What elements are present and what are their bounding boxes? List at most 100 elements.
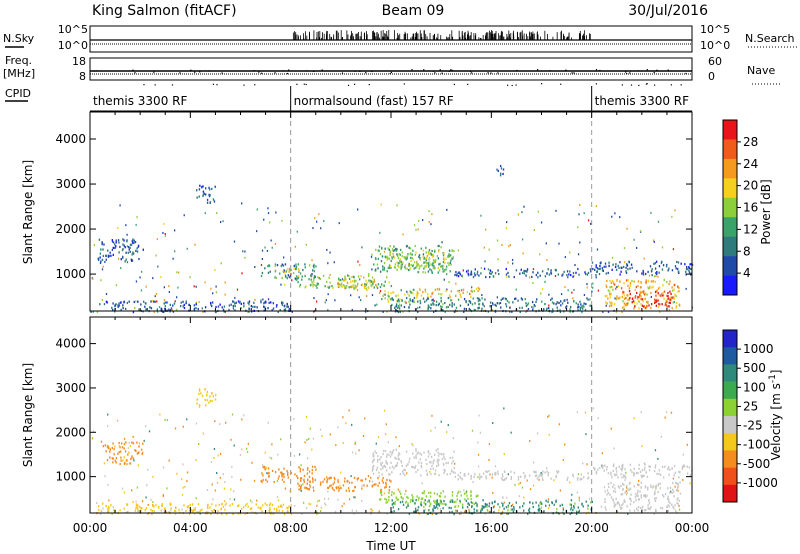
data-cell	[473, 290, 476, 293]
data-cell	[413, 456, 415, 459]
data-cell	[386, 453, 388, 456]
data-cell	[510, 470, 512, 473]
data-cell	[413, 296, 416, 300]
data-cell	[635, 499, 637, 502]
data-cell	[263, 302, 265, 305]
data-cell	[675, 294, 677, 298]
data-cell	[498, 506, 501, 509]
data-speckle	[152, 475, 154, 478]
data-speckle	[315, 300, 318, 303]
data-cell	[333, 481, 336, 484]
data-speckle	[523, 496, 525, 499]
data-cell	[427, 451, 430, 454]
data-cell	[312, 264, 315, 268]
data-cell	[668, 267, 670, 270]
data-cell	[658, 265, 661, 268]
data-cell	[576, 511, 578, 514]
data-speckle	[254, 298, 256, 301]
data-cell	[442, 256, 445, 259]
data-cell	[615, 263, 617, 266]
data-cell	[638, 296, 640, 299]
data-speckle	[128, 441, 130, 444]
data-cell	[400, 266, 402, 269]
data-cell	[112, 461, 114, 464]
data-cell	[639, 470, 642, 473]
data-speckle	[471, 286, 473, 289]
data-cell	[524, 474, 526, 477]
data-cell	[642, 269, 644, 272]
data-cell	[212, 395, 215, 398]
velocity-colorbar-label: Velocity [m s-1]	[768, 370, 783, 461]
data-cell	[164, 301, 167, 304]
data-speckle	[378, 436, 380, 439]
data-speckle	[194, 243, 196, 246]
data-cell	[311, 472, 313, 475]
data-cell	[489, 510, 491, 514]
data-cell	[643, 290, 645, 293]
data-cell	[439, 265, 442, 268]
data-cell	[375, 451, 378, 455]
data-cell	[133, 239, 135, 242]
data-cell	[507, 505, 509, 509]
data-cell	[657, 491, 659, 494]
data-speckle	[338, 279, 340, 282]
data-cell	[417, 271, 419, 274]
data-cell	[350, 280, 352, 283]
data-speckle	[351, 423, 353, 426]
data-cell	[390, 480, 392, 483]
data-speckle	[375, 442, 377, 445]
data-cell	[527, 302, 530, 305]
data-cell	[420, 264, 423, 267]
data-cell	[604, 498, 606, 501]
data-cell	[523, 272, 525, 275]
data-speckle	[312, 437, 315, 440]
data-speckle	[112, 506, 114, 509]
data-cell	[544, 302, 546, 306]
data-cell	[669, 298, 671, 301]
data-cell	[599, 267, 601, 270]
data-cell	[436, 503, 438, 506]
data-cell	[387, 294, 389, 297]
data-cell	[625, 263, 628, 266]
data-cell	[452, 471, 455, 474]
data-speckle	[194, 512, 196, 515]
data-speckle	[175, 506, 177, 509]
data-speckle	[374, 304, 376, 307]
data-cell	[640, 291, 642, 294]
data-cell	[348, 481, 351, 484]
data-cell	[435, 500, 437, 503]
cpid-dot	[680, 84, 682, 86]
data-speckle	[677, 489, 679, 492]
data-cell	[639, 290, 641, 293]
data-cell	[407, 496, 409, 500]
data-cell	[101, 243, 103, 246]
data-cell	[659, 303, 661, 306]
data-cell	[286, 469, 288, 473]
data-cell	[163, 507, 166, 510]
data-cell	[319, 483, 322, 486]
data-speckle	[260, 263, 263, 266]
data-cell	[558, 512, 560, 515]
data-cell	[489, 272, 491, 275]
data-cell	[307, 488, 309, 491]
data-speckle	[518, 495, 520, 498]
data-cell	[464, 498, 466, 501]
data-cell	[390, 284, 393, 288]
data-speckle	[156, 310, 159, 313]
data-cell	[378, 471, 380, 474]
data-cell	[290, 471, 293, 475]
data-cell	[326, 280, 328, 283]
data-cell	[413, 288, 415, 291]
data-speckle	[233, 498, 236, 501]
data-speckle	[214, 420, 216, 423]
data-speckle	[182, 463, 184, 466]
data-speckle	[222, 220, 224, 223]
data-cell	[636, 270, 638, 273]
data-speckle	[491, 302, 494, 305]
data-speckle	[417, 310, 419, 313]
data-cell	[669, 468, 671, 471]
data-speckle	[156, 238, 159, 241]
data-speckle	[319, 428, 322, 431]
data-cell	[231, 512, 234, 515]
data-cell	[641, 304, 644, 307]
